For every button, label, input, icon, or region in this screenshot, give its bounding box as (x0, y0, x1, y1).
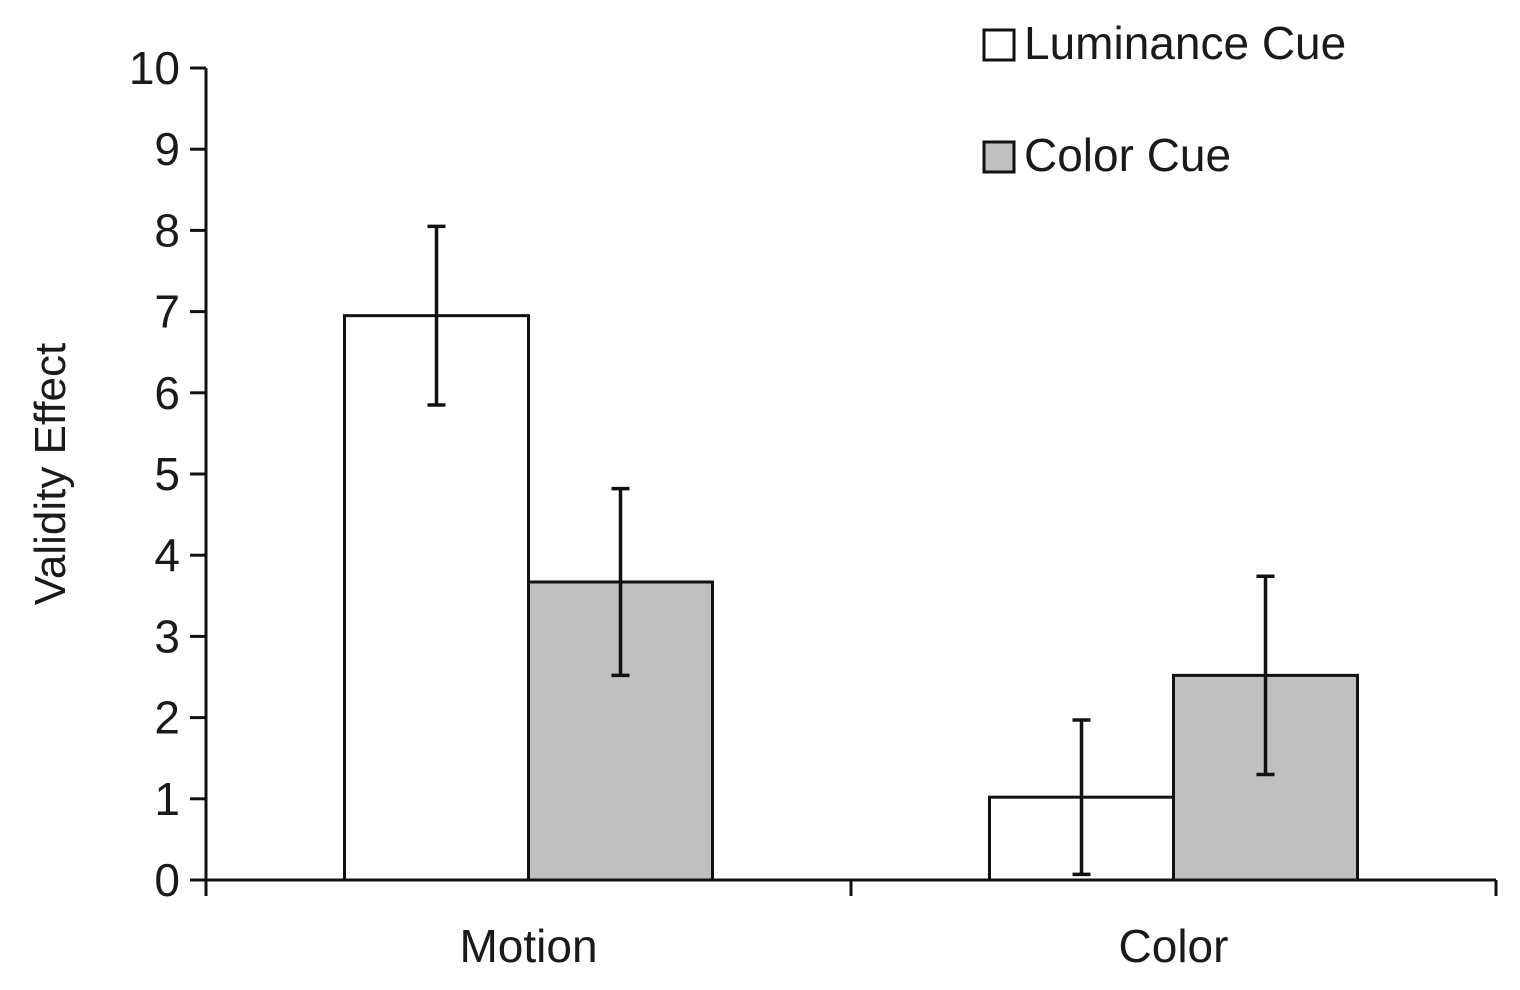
y-tick-label: 3 (154, 610, 180, 662)
x-tick-label: Color (1119, 920, 1229, 972)
y-tick-label: 6 (154, 367, 180, 419)
x-tick-label: Motion (459, 920, 597, 972)
y-axis-title: Validity Effect (26, 343, 75, 606)
bar (343, 314, 530, 882)
axes-layer: Motion Color 0 1 2 3 4 5 6 7 8 9 10 (129, 42, 1498, 972)
error-bars-layer (427, 224, 1275, 877)
bars-layer (343, 314, 1359, 882)
legend-swatch (982, 140, 1016, 174)
legend-swatch (982, 28, 1016, 62)
y-tick-label: 0 (154, 854, 180, 906)
y-tick-label: 1 (154, 773, 180, 825)
y-tick-label: 7 (154, 286, 180, 338)
y-tick-label: 2 (154, 692, 180, 744)
y-tick-label: 10 (129, 42, 180, 94)
legend: Luminance Cue Color Cue (982, 17, 1346, 181)
legend-label: Color Cue (1024, 129, 1231, 181)
y-tick-label: 8 (154, 204, 180, 256)
y-tick-label: 5 (154, 448, 180, 500)
legend-label: Luminance Cue (1024, 17, 1346, 69)
y-tick-label: 4 (154, 529, 180, 581)
y-tick-label: 9 (154, 123, 180, 175)
